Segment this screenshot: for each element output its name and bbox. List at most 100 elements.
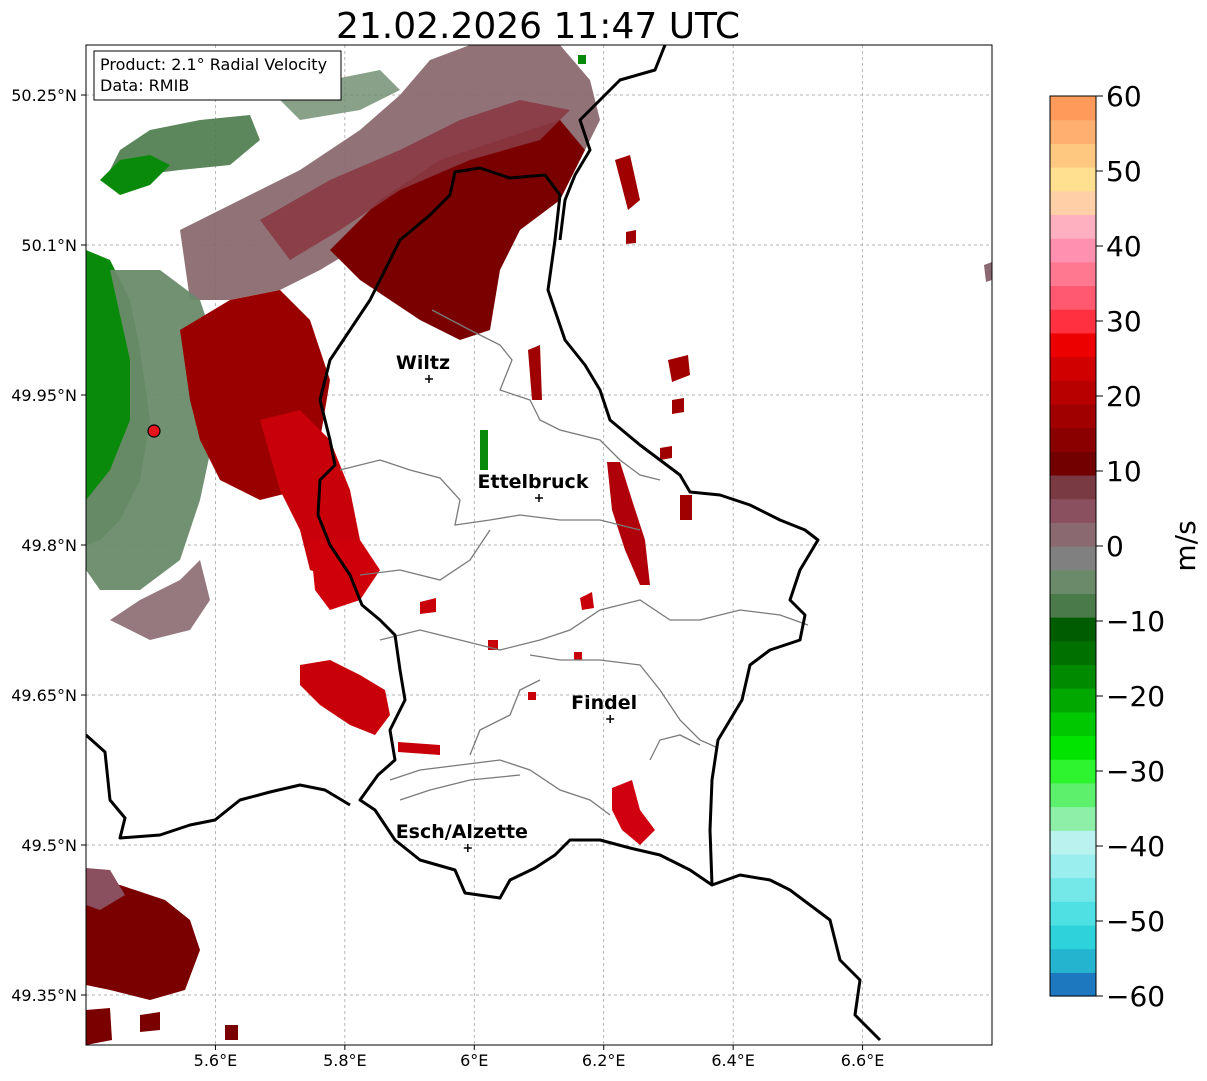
colorbar-tick-label: 50 [1106,155,1142,188]
echo-ettelbruck-streak [607,462,650,585]
radar-site-marker [147,424,161,438]
echo-radar-redpatch [310,540,380,610]
lat-tick-label: 49.95°N [11,386,77,405]
colorbar-tick-label: 60 [1106,80,1142,113]
lat-tick-label: 50.1°N [21,236,77,255]
echo-east-pixels [660,355,692,520]
colorbar-segment [1050,238,1096,263]
colorbar-tick-label: −30 [1106,755,1165,788]
colorbar-segment [1050,901,1096,926]
echo-radar-brightred [260,410,360,580]
colorbar-segment [1050,96,1096,121]
longitude-ticks: 5.6°E 5.8°E 6°E 6.2°E 6.4°E 6.6°E [194,1045,885,1070]
colorbar-segment [1050,640,1096,666]
colorbar-segment [1050,214,1096,239]
border-france-se [711,873,882,1042]
lon-tick-label: 5.6°E [194,1051,238,1070]
colorbar-tick-label: 10 [1106,455,1142,488]
colorbar-tick-label: 30 [1106,305,1142,338]
colorbar-segment [1050,522,1096,547]
info-box: Product: 2.1° Radial Velocity Data: RMIB [93,50,342,101]
colorbar-segment [1050,735,1096,760]
colorbar-segment [1050,427,1096,452]
echo-bottom-left-pixels [86,1008,238,1045]
border-belgium-france [86,733,351,840]
colorbar-segment [1050,569,1096,594]
colorbar-segment [1050,119,1096,144]
city-marker: Findel [571,692,637,723]
lat-tick-label: 49.8°N [21,536,77,555]
lon-tick-label: 6°E [460,1051,488,1070]
echo-se-red [612,780,655,845]
echo-upper-left-darkgreen [100,155,170,195]
colorbar-segment [1050,830,1096,855]
colorbar-segment [1050,403,1096,429]
colorbar-segment [1050,617,1096,642]
colorbar-tick-label: 20 [1106,380,1142,413]
city-marker: Wiltz [396,352,450,383]
colorbar-segment [1050,167,1096,192]
colorbar-segment [1050,664,1096,689]
city-label: Esch/Alzette [396,821,528,843]
colorbar-segment [1050,380,1096,405]
map-title: 21.02.2026 11:47 UTC [336,6,740,47]
colorbar-tick-label: −40 [1106,830,1165,863]
echo-bottom-left-grayish [86,868,125,910]
colorbar-segment [1050,711,1096,737]
colorbar-segment [1050,261,1096,287]
colorbar-tick-label: −10 [1106,605,1165,638]
lat-tick-label: 49.65°N [11,686,77,705]
colorbar-segment [1050,143,1096,168]
colorbar-segment [1050,309,1096,334]
lat-tick-label: 49.35°N [11,986,77,1005]
colorbar-segment [1050,593,1096,618]
colorbar-segment [1050,474,1096,500]
colorbar-segment [1050,972,1096,997]
colorbar-tick-label: −50 [1106,905,1165,938]
colorbar-segment [1050,782,1096,808]
echo-bottom-left-cell [86,880,200,1000]
colorbar-segment [1050,451,1096,476]
echo-misc-gray-right [984,262,992,282]
colorbar-segment [1050,924,1096,950]
canton-boundaries [339,309,809,816]
colorbar-segment [1050,498,1096,523]
latitude-ticks: 50.25°N 50.1°N 49.95°N 49.8°N 49.65°N 49.5°N 4… [11,86,86,1005]
colorbar-segment [1050,688,1096,713]
lat-tick-label: 49.5°N [21,836,77,855]
colorbar-segment [1050,190,1096,216]
echo-radar-pinkgray [110,560,210,640]
colorbar-segment [1050,806,1096,831]
echo-sw-red [300,660,390,735]
colorbar-segment [1050,332,1096,358]
echo-wiltz-streak [528,345,542,400]
colorbar-segment [1050,356,1096,381]
city-label: Findel [571,692,637,714]
colorbar-tick-label: −60 [1106,980,1165,1013]
lon-tick-label: 6.6°E [841,1051,885,1070]
city-marker: Esch/Alzette [396,821,528,852]
colorbar-tick-label: −20 [1106,680,1165,713]
border-luxembourg [316,166,820,900]
colorbar-tick-label: 40 [1106,230,1142,263]
lon-tick-label: 6.2°E [582,1051,626,1070]
colorbar-segment [1050,948,1096,973]
info-product: Product: 2.1° Radial Velocity [100,55,327,74]
info-data: Data: RMIB [100,76,189,95]
lon-tick-label: 6.4°E [711,1051,755,1070]
country-borders [86,45,882,1042]
lat-tick-label: 50.25°N [11,86,77,105]
colorbar-segment [1050,853,1096,879]
colorbar: 60 50 40 30 20 10 0 −10 −20 −30 −40 −50 −60 m/s [1049,80,1202,1013]
colorbar-segment [1050,285,1096,310]
echo-north-mid [260,100,570,260]
lon-tick-label: 5.8°E [323,1051,367,1070]
colorbar-segment [1050,546,1096,571]
city-layer: Wiltz Ettelbruck Findel Esch/Alzette [396,352,637,852]
city-label: Ettelbruck [478,471,589,493]
border-germany-east [558,45,667,241]
echo-misc-red-ne [615,155,640,244]
colorbar-tick-label: 0 [1106,530,1124,563]
city-marker: Ettelbruck [478,471,589,502]
